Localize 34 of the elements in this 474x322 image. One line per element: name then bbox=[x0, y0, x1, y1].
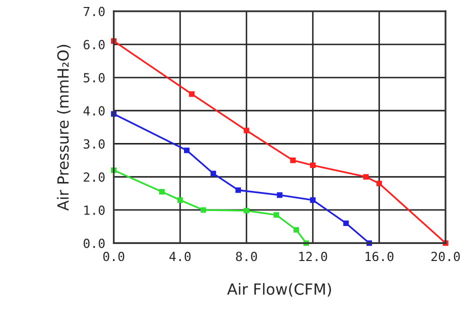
point bbox=[235, 187, 241, 193]
point bbox=[363, 174, 369, 180]
point bbox=[276, 192, 282, 198]
point bbox=[310, 162, 316, 168]
y-tick-label: 5.0 bbox=[84, 73, 105, 82]
y-tick-label: 6.0 bbox=[84, 40, 105, 50]
point bbox=[274, 212, 280, 218]
point bbox=[310, 197, 316, 203]
point bbox=[177, 197, 183, 203]
point bbox=[210, 170, 216, 176]
x-tick-label: 20.0 bbox=[431, 252, 460, 262]
y-tick-label: 2.0 bbox=[84, 172, 105, 182]
point bbox=[343, 220, 349, 226]
y-tick-label: 1.0 bbox=[84, 205, 105, 215]
x-tick-label: 4.0 bbox=[169, 252, 191, 262]
y-axis-title: Air Pressure (mmH₂O) bbox=[56, 44, 71, 211]
point bbox=[244, 128, 250, 134]
point bbox=[376, 180, 382, 186]
point bbox=[244, 208, 250, 214]
x-tick-label: 0.0 bbox=[103, 252, 124, 262]
y-tick-label: 0.0 bbox=[84, 238, 105, 248]
x-tick-label: 16.0 bbox=[366, 252, 394, 262]
y-tick-label: 3.0 bbox=[84, 139, 105, 149]
point bbox=[200, 207, 206, 213]
point bbox=[184, 148, 190, 154]
x-tick-label: 12.0 bbox=[299, 252, 328, 262]
point bbox=[290, 158, 296, 164]
x-tick-label: 8.0 bbox=[236, 252, 257, 262]
y-tick-label: 7.0 bbox=[84, 6, 105, 16]
x-axis-title: Air Flow(CFM) bbox=[227, 283, 331, 297]
point bbox=[293, 227, 300, 233]
point bbox=[188, 91, 195, 97]
point bbox=[159, 188, 165, 195]
y-tick-label: 4.0 bbox=[83, 106, 105, 116]
